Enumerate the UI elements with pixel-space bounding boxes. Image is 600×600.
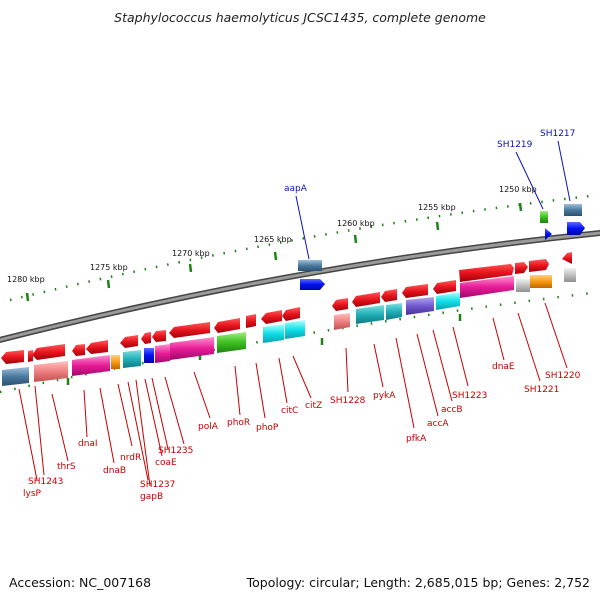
gene-label-lysP: lysP (23, 489, 42, 499)
gene-label-SH1219: SH1219 (497, 140, 533, 150)
scale-label: 1255 kbp (418, 203, 456, 212)
gene-label-SH1217: SH1217 (540, 129, 575, 139)
gene-label-coaE: coaE (155, 458, 177, 468)
gene-label-phoP: phoP (256, 423, 279, 433)
gene-label-gapB: gapB (140, 492, 163, 502)
gene-label-pfkA: pfkA (406, 434, 427, 444)
red-leader-lines (18, 302, 568, 487)
gene-label-accA: accA (427, 419, 449, 429)
gene-label-dnaB: dnaB (103, 466, 126, 476)
red-gene-labels: lysP SH1243 thrS dnaI dnaB nrdR gapB SH1… (23, 362, 581, 502)
gene-label-dnaI: dnaI (78, 439, 98, 449)
gene-label-SH1220: SH1220 (545, 371, 581, 381)
gene-label-SH1235: SH1235 (158, 446, 193, 456)
gene-label-aapA: aapA (284, 184, 308, 194)
gene-label-dnaE: dnaE (492, 362, 515, 372)
outer-features (298, 204, 585, 290)
scale-label: 1270 kbp (172, 249, 210, 258)
gene-label-citZ: citZ (305, 401, 322, 411)
gene-label-SH1228: SH1228 (330, 396, 366, 406)
map-title: Staphylococcus haemolyticus JCSC1435, co… (114, 10, 486, 25)
scale-label: 1265 kbp (254, 235, 292, 244)
gene-label-pykA: pykA (373, 391, 396, 401)
scale-label: 1280 kbp (7, 275, 45, 284)
gene-label-phoR: phoR (227, 418, 250, 428)
inner-features (1, 252, 576, 386)
gene-label-SH1221: SH1221 (524, 385, 559, 395)
gene-label-SH1237: SH1237 (140, 480, 175, 490)
accession-text: Accession: NC_007168 (9, 575, 152, 590)
outer-scale (9, 194, 591, 302)
gene-label-thrS: thrS (57, 462, 76, 472)
gene-label-polA: polA (198, 422, 219, 432)
gene-label-SH1243: SH1243 (28, 477, 63, 487)
blue-gene-labels: SH1217 SH1219 aapA (284, 129, 575, 194)
scale-label: 1275 kbp (90, 263, 128, 272)
blue-leader-lines (295, 140, 571, 260)
gene-label-accB: accB (441, 405, 463, 415)
gene-label-citC: citC (281, 406, 298, 416)
gene-label-SH1223: SH1223 (452, 391, 487, 401)
scale-label: 1260 kbp (337, 219, 375, 228)
gene-label-nrdR: nrdR (120, 453, 141, 463)
scale-label: 1250 kbp (499, 185, 537, 194)
scale-labels: 1250 kbp 1255 kbp 1260 kbp 1265 kbp 1270… (7, 185, 537, 284)
topology-text: Topology: circular; Length: 2,685,015 bp… (246, 575, 590, 590)
